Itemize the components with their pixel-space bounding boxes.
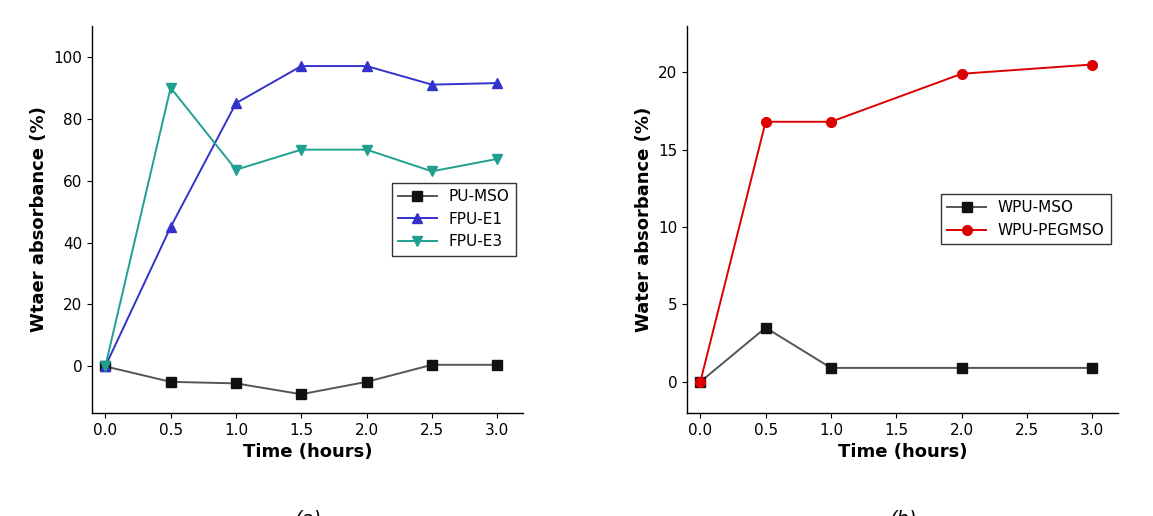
Y-axis label: Wtaer absorbance (%): Wtaer absorbance (%) [30,106,48,332]
WPU-MSO [759,325,773,331]
FPU-E1 [294,63,308,69]
Text: (a): (a) [294,510,322,516]
WPU-PEGMSO [693,379,707,385]
FPU-E1 [490,80,504,86]
PU-MSO [360,379,374,385]
FPU-E1 [360,63,374,69]
WPU-MSO [955,365,969,371]
PU-MSO [164,379,178,385]
Line: FPU-E3: FPU-E3 [100,83,503,371]
Y-axis label: Water absorbance (%): Water absorbance (%) [634,107,653,332]
FPU-E3 [164,85,178,91]
WPU-MSO [693,379,707,385]
PU-MSO [490,362,504,368]
PU-MSO [229,380,243,386]
FPU-E3 [98,363,112,369]
WPU-PEGMSO [824,119,838,125]
FPU-E1 [425,82,439,88]
Line: PU-MSO: PU-MSO [100,360,503,399]
WPU-MSO [824,365,838,371]
FPU-E1 [98,363,112,369]
FPU-E3 [425,168,439,174]
FPU-E3 [360,147,374,153]
FPU-E1 [229,100,243,106]
FPU-E3 [229,167,243,173]
FPU-E3 [294,147,308,153]
Legend: PU-MSO, FPU-E1, FPU-E3: PU-MSO, FPU-E1, FPU-E3 [392,183,515,255]
PU-MSO [98,363,112,369]
Legend: WPU-MSO, WPU-PEGMSO: WPU-MSO, WPU-PEGMSO [941,195,1110,244]
Text: (b): (b) [889,510,917,516]
WPU-PEGMSO [1085,61,1099,68]
Line: WPU-PEGMSO: WPU-PEGMSO [695,60,1098,386]
WPU-PEGMSO [955,71,969,77]
PU-MSO [294,391,308,397]
X-axis label: Time (hours): Time (hours) [243,443,372,461]
FPU-E1 [164,224,178,230]
WPU-MSO [1085,365,1099,371]
Line: WPU-MSO: WPU-MSO [695,323,1098,386]
PU-MSO [425,362,439,368]
Line: FPU-E1: FPU-E1 [100,61,503,371]
X-axis label: Time (hours): Time (hours) [838,443,967,461]
FPU-E3 [490,156,504,162]
WPU-PEGMSO [759,119,773,125]
